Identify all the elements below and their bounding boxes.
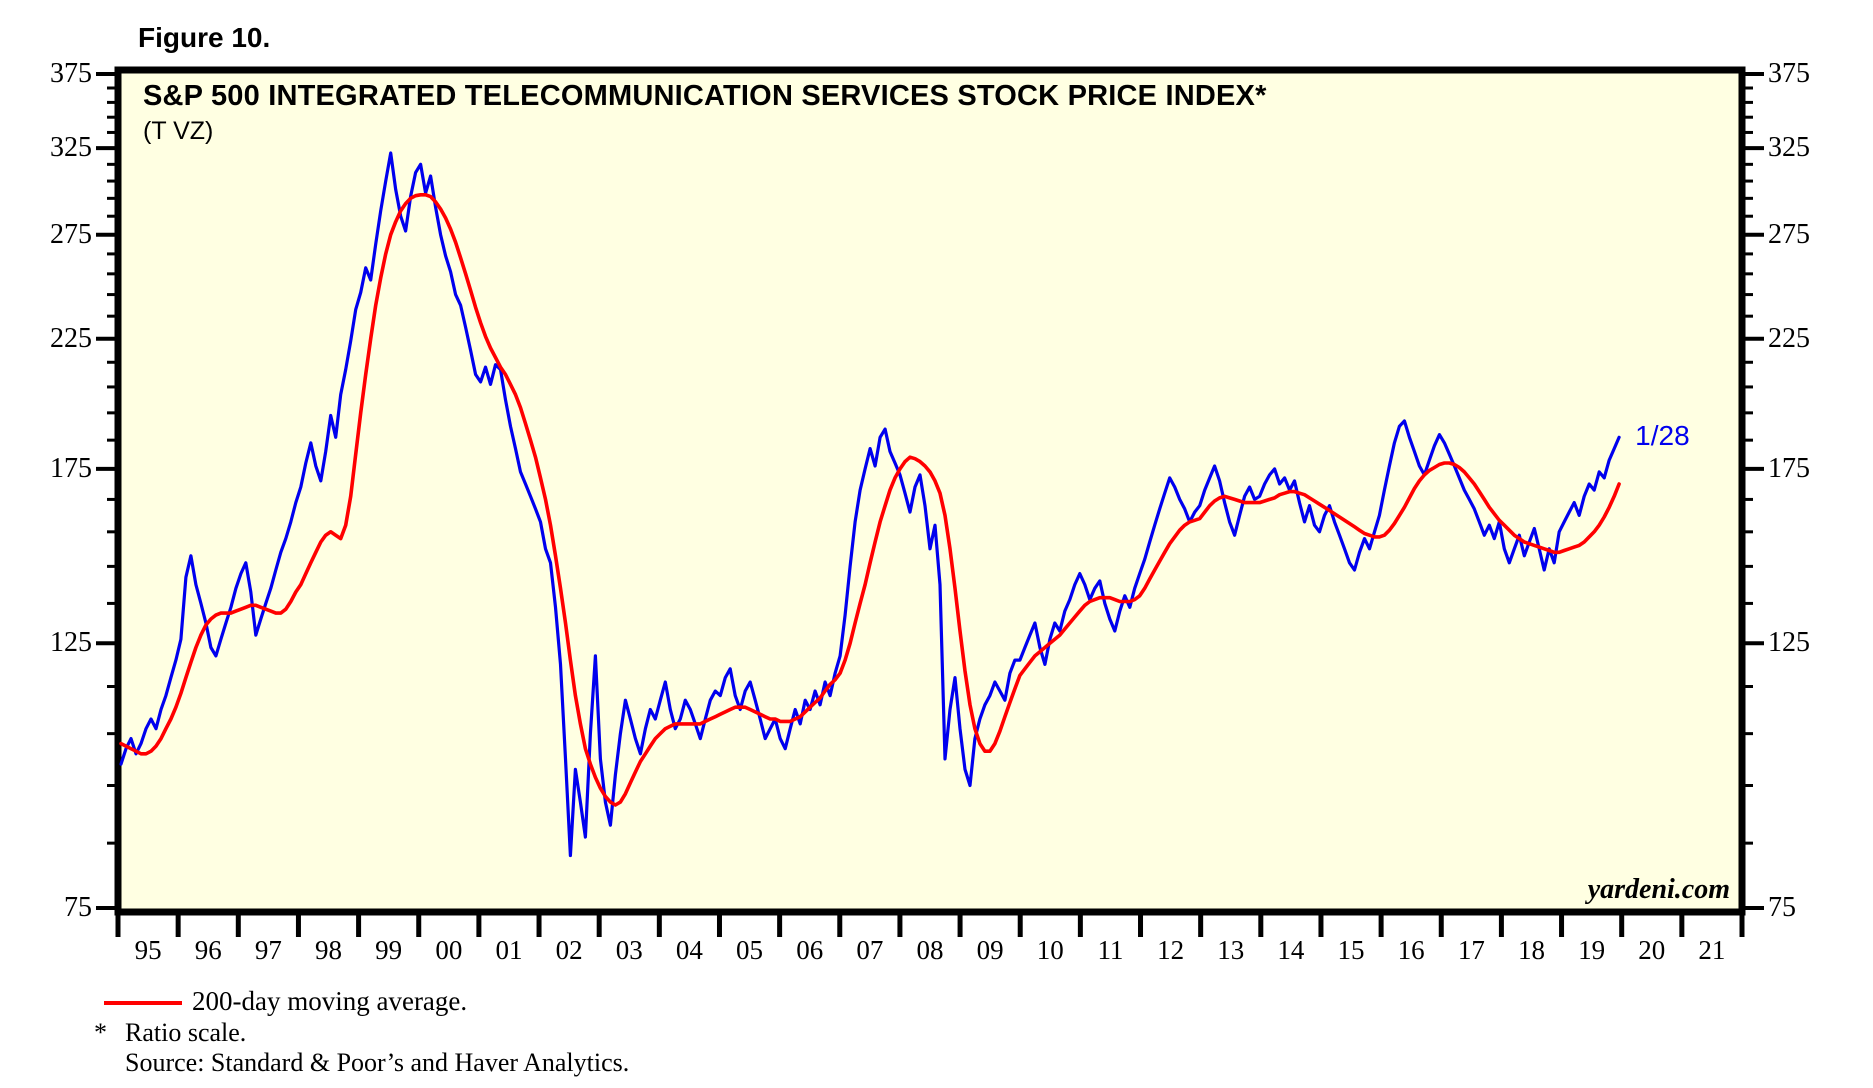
x-tick-label: 05 [736, 935, 764, 965]
x-tick-label: 00 [435, 935, 463, 965]
x-tick-label: 07 [856, 935, 884, 965]
last-point-label: 1/28 [1635, 420, 1690, 452]
x-tick-label: 14 [1277, 935, 1305, 965]
x-tick-label: 03 [615, 935, 643, 965]
x-tick-label: 18 [1517, 935, 1545, 965]
x-tick-label: 06 [796, 935, 824, 965]
chart-title: S&P 500 INTEGRATED TELECOMMUNICATION SER… [143, 80, 1267, 112]
y-tick-label-right: 125 [1768, 627, 1810, 659]
y-tick-label-left: 75 [64, 892, 92, 923]
x-tick-label: 10 [1036, 935, 1064, 965]
plot-frame [114, 66, 1746, 916]
x-tick-label: 15 [1337, 935, 1365, 965]
footnote-asterisk: * [94, 1018, 107, 1047]
watermark-yardeni: yardeni.com [1587, 874, 1730, 905]
y-tick-label-left: 175 [50, 452, 92, 484]
x-tick-label: 12 [1157, 935, 1185, 965]
x-tick-label: 21 [1698, 935, 1726, 965]
y-tick-label-left: 225 [50, 322, 92, 354]
x-tick-label: 11 [1097, 935, 1124, 965]
x-tick-label: 98 [315, 935, 343, 965]
footnote-ratio-scale: Ratio scale. [125, 1018, 247, 1047]
y-tick-label-left: 325 [50, 132, 92, 164]
x-tick-label: 19 [1578, 935, 1606, 965]
y-tick-label-left: 125 [50, 627, 92, 659]
moving-average-line [119, 193, 1621, 807]
legend-line-swatch [104, 1001, 182, 1005]
y-tick-label-left: 275 [50, 218, 92, 250]
x-tick-label: 08 [916, 935, 944, 965]
x-tick-label: 20 [1638, 935, 1666, 965]
y-tick-label-right: 75 [1768, 892, 1796, 923]
y-tick-label-right: 175 [1768, 452, 1810, 484]
y-tick-label-left: 375 [50, 58, 92, 89]
x-tick-label: 02 [555, 935, 583, 965]
x-tick-label: 16 [1397, 935, 1425, 965]
chart-subtitle: (T VZ) [143, 117, 214, 145]
x-tick-label: 04 [675, 935, 703, 965]
x-tick-label: 17 [1457, 935, 1485, 965]
y-tick-label-right: 325 [1768, 132, 1810, 164]
figure-label: Figure 10. [138, 22, 271, 53]
legend-label: 200-day moving average. [192, 986, 468, 1016]
y-tick-label-right: 225 [1768, 322, 1810, 354]
x-tick-label: 96 [194, 935, 222, 965]
x-tick-label: 13 [1217, 935, 1245, 965]
price-index-line [119, 151, 1621, 858]
footnote-source: Source: Standard & Poor’s and Haver Anal… [125, 1048, 630, 1077]
y-tick-label-right: 275 [1768, 218, 1810, 250]
x-tick-label: 95 [134, 935, 162, 965]
x-tick-label: 97 [254, 935, 282, 965]
y-tick-label-right: 375 [1768, 58, 1810, 89]
x-tick-label: 09 [976, 935, 1004, 965]
x-tick-label: 99 [375, 935, 403, 965]
x-tick-label: 01 [495, 935, 523, 965]
